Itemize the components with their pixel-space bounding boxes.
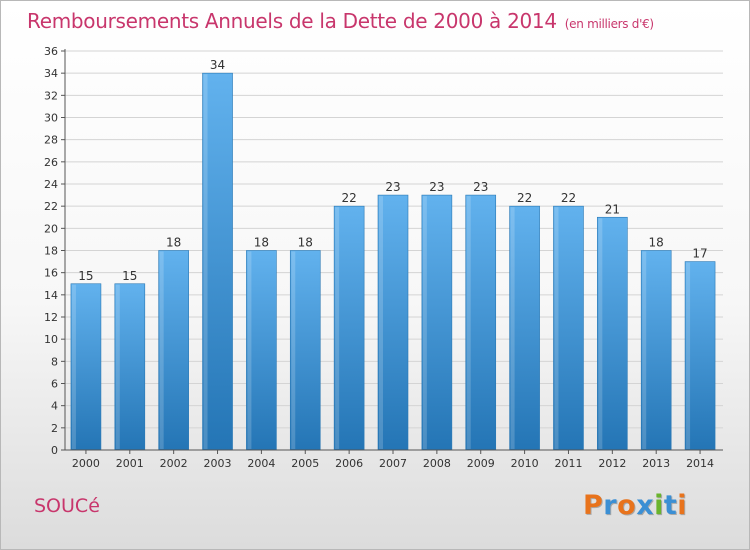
data-label: 22 xyxy=(561,191,576,205)
x-tick-label: 2012 xyxy=(598,457,626,470)
x-tick-label: 2005 xyxy=(291,457,319,470)
y-tick-label: 18 xyxy=(44,245,58,258)
bar xyxy=(465,194,497,451)
data-label: 23 xyxy=(429,180,444,194)
logo-letter: r xyxy=(603,490,618,521)
x-tick-label: 2010 xyxy=(511,457,539,470)
y-tick-label: 28 xyxy=(44,134,58,147)
y-tick-label: 4 xyxy=(51,400,58,413)
commune-name: SOUCé xyxy=(34,495,100,517)
data-label: 23 xyxy=(473,180,488,194)
y-tick-label: 14 xyxy=(44,289,58,302)
y-tick-label: 0 xyxy=(51,444,58,457)
data-label: 15 xyxy=(78,269,93,283)
data-label: 22 xyxy=(517,191,532,205)
bar xyxy=(333,205,365,451)
data-label: 17 xyxy=(692,247,707,261)
bar-highlight xyxy=(554,207,559,449)
data-label: 34 xyxy=(210,58,225,72)
logo-letter: P xyxy=(583,490,604,521)
bar xyxy=(377,194,409,451)
x-tick-label: 2003 xyxy=(204,457,232,470)
chart-title: Remboursements Annuels de la Dette de 20… xyxy=(27,9,654,33)
bars xyxy=(70,72,716,451)
x-tick-label: 2006 xyxy=(335,457,363,470)
y-tick-label: 26 xyxy=(44,156,58,169)
y-tick-label: 6 xyxy=(51,378,58,391)
x-tick-label: 2007 xyxy=(379,457,407,470)
bar-highlight xyxy=(379,196,383,449)
axes xyxy=(61,49,723,454)
logo-letter: i xyxy=(654,490,664,521)
bar xyxy=(114,283,146,451)
bar xyxy=(158,250,189,451)
x-tick-label: 2014 xyxy=(686,457,714,470)
data-label: 18 xyxy=(166,236,181,250)
y-tick-label: 36 xyxy=(44,45,58,58)
bar xyxy=(70,283,102,451)
logo-letter: x xyxy=(636,490,655,521)
x-tick-label: 2000 xyxy=(72,457,100,470)
y-tick-label: 12 xyxy=(44,311,58,324)
data-label: 18 xyxy=(254,236,269,250)
data-label: 18 xyxy=(298,236,313,250)
proxiti-logo: Proxiti xyxy=(583,490,687,521)
chart-title-text: Remboursements Annuels de la Dette de 20… xyxy=(27,9,557,33)
bar xyxy=(289,250,321,451)
x-tick-label: 2011 xyxy=(554,457,582,470)
x-tick-label: 2009 xyxy=(467,457,495,470)
y-tick-label: 24 xyxy=(44,178,58,191)
logo-letter: t xyxy=(663,490,678,521)
labels: 0246810121416182022242628303234361520001… xyxy=(44,45,714,470)
bar xyxy=(202,72,233,451)
bar-highlight xyxy=(159,251,164,449)
x-tick-label: 2001 xyxy=(116,457,144,470)
chart-unit: (en milliers d'€) xyxy=(564,17,654,31)
y-tick-label: 30 xyxy=(44,112,58,125)
y-tick-label: 8 xyxy=(51,355,58,368)
y-tick-label: 22 xyxy=(44,200,58,213)
bar-highlight xyxy=(466,196,471,449)
bar xyxy=(246,250,277,451)
bar-highlight xyxy=(291,251,296,449)
data-label: 18 xyxy=(649,236,664,250)
data-label: 22 xyxy=(341,191,356,205)
y-tick-label: 10 xyxy=(44,333,58,346)
y-tick-label: 2 xyxy=(51,422,58,435)
data-label: 23 xyxy=(385,180,400,194)
bar xyxy=(640,250,672,451)
bar-highlight xyxy=(598,218,603,449)
y-tick-label: 34 xyxy=(44,67,58,80)
y-tick-label: 20 xyxy=(44,222,58,235)
bar-highlight xyxy=(686,262,691,449)
bar xyxy=(597,216,628,451)
data-label: 15 xyxy=(122,269,137,283)
bar-highlight xyxy=(203,74,208,450)
bar-highlight xyxy=(422,196,427,449)
bar-highlight xyxy=(115,284,120,449)
x-tick-label: 2002 xyxy=(160,457,188,470)
y-tick-label: 32 xyxy=(44,89,58,102)
x-tick-label: 2008 xyxy=(423,457,451,470)
x-tick-label: 2013 xyxy=(642,457,670,470)
y-tick-label: 16 xyxy=(44,267,58,280)
logo-letter: i xyxy=(677,490,688,521)
logo-letter: o xyxy=(617,490,637,521)
x-tick-label: 2004 xyxy=(247,457,275,470)
data-label: 21 xyxy=(605,202,620,216)
bar-highlight xyxy=(247,251,252,449)
bar-highlight xyxy=(335,207,340,449)
bar-highlight xyxy=(71,284,76,449)
bar-highlight xyxy=(642,251,647,449)
bar xyxy=(421,194,453,451)
bar-highlight xyxy=(510,207,515,449)
